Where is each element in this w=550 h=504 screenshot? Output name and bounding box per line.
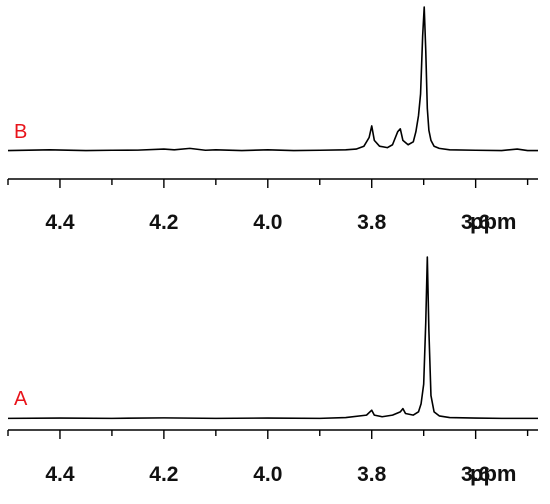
x-axis-unit-a: ppm — [470, 461, 516, 486]
x-tick-label: 3.8 — [357, 211, 387, 234]
spectrum-line-a-0 — [7, 256, 538, 420]
x-tick-label: 3.6 — [461, 211, 490, 234]
panel-b: 4.4 4.2 4.0 3.8 3.6 ppm B — [7, 6, 538, 234]
spectrum-trace-b — [7, 6, 538, 152]
x-ticks-b — [7, 179, 529, 188]
x-tick-labels-b: 4.4 4.2 4.0 3.8 3.6 — [45, 211, 490, 234]
panel-label-b: B — [14, 121, 27, 143]
x-tick-label: 4.4 — [45, 211, 75, 234]
x-tick-label: 4.2 — [149, 211, 178, 234]
spectrum-line-b-0 — [7, 6, 538, 152]
spectrum-trace-a — [7, 256, 538, 420]
x-tick-label: 4.0 — [253, 211, 282, 234]
x-tick-label: 4.0 — [253, 463, 282, 486]
x-axis-unit-b: ppm — [470, 209, 516, 234]
x-tick-label: 3.6 — [461, 463, 490, 486]
x-ticks-a — [7, 430, 529, 439]
panel-label-a: A — [14, 388, 28, 410]
x-tick-label: 3.8 — [357, 463, 387, 486]
x-tick-label: 4.4 — [45, 463, 75, 486]
x-tick-label: 4.2 — [149, 463, 178, 486]
x-tick-labels-a: 4.4 4.2 4.0 3.8 3.6 — [45, 463, 490, 486]
panel-a: 4.4 4.2 4.0 3.8 3.6 ppm A — [7, 256, 538, 486]
